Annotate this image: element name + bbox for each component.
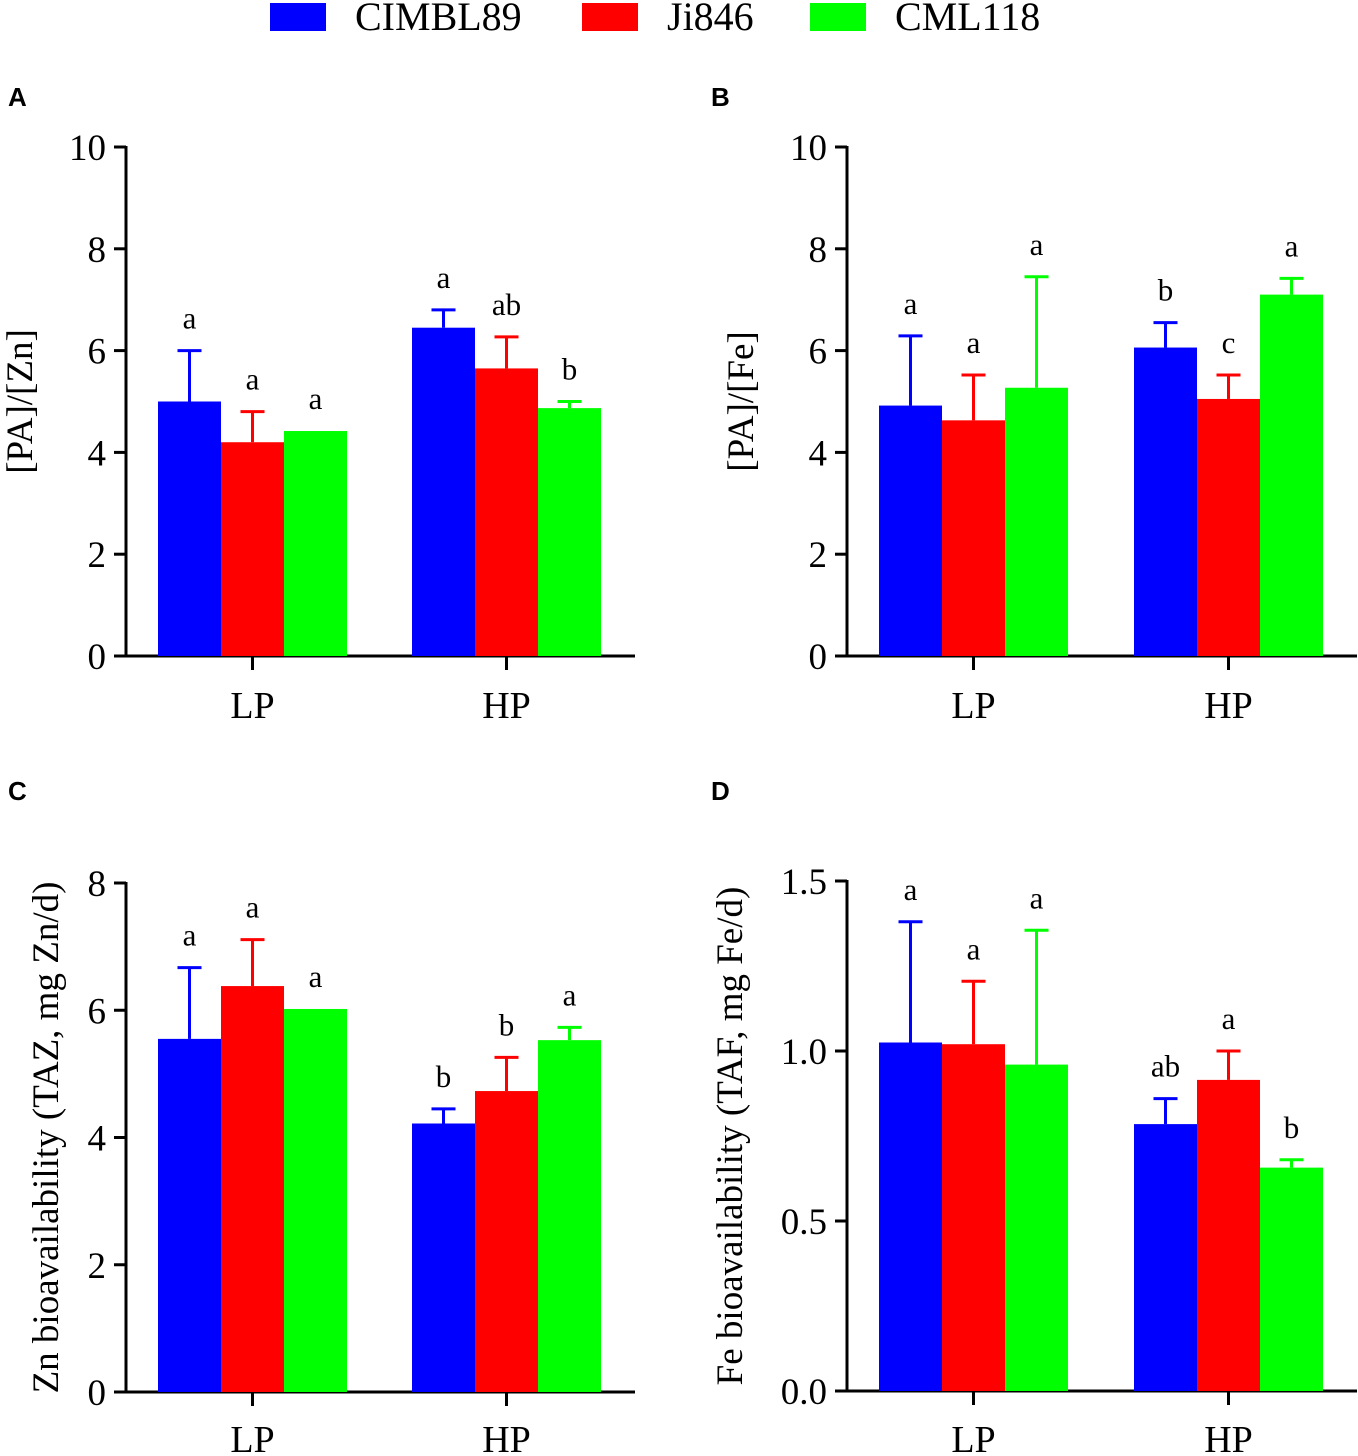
significance-letter-ji846-hp: c (1222, 325, 1236, 360)
bar-cimbl89-lp (879, 1042, 942, 1391)
y-tick-label: 4 (88, 1119, 107, 1160)
significance-letter-cimbl89-lp: a (904, 872, 918, 907)
y-tick-label: 6 (809, 332, 828, 373)
panels: A[PA]/[Zn]0246810LPaaaHPaabbB[PA]/[Fe]02… (0, 82, 1357, 1456)
bar-cml118-hp (1260, 1167, 1323, 1391)
significance-letter-cimbl89-lp: a (183, 918, 197, 953)
chart-panel-b: B [PA]/[Fe] 0 2 4 6 8 10 LP a a a HP b c a (711, 82, 1357, 727)
bar-ji846-hp (475, 368, 538, 656)
significance-letter-cml118-lp: a (1030, 227, 1044, 262)
significance-letter-ji846-lp: a (967, 931, 981, 966)
bar-ji846-lp (942, 420, 1005, 656)
bar-cimbl89-hp (1134, 347, 1197, 656)
y-tick-label: 0.0 (781, 1372, 827, 1413)
y-axis-label: Fe bioavailability (TAF, mg Fe/d) (710, 887, 751, 1386)
chart-panel-d: D Fe bioavailability (TAF, mg Fe/d) 0.0 0.5… (710, 776, 1357, 1456)
bar-ji846-hp (475, 1091, 538, 1392)
x-tick-label-hp: HP (1204, 1419, 1253, 1456)
bar-cimbl89-lp (879, 405, 942, 656)
y-tick-label: 0 (809, 637, 828, 678)
legend: CIMBL89 Ji846 CML118 (270, 0, 1040, 39)
y-tick-label: 0 (88, 637, 107, 678)
x-tick-label-hp: HP (482, 1419, 531, 1456)
chart-panel-c: C Zn bioavailability (TAZ, mg Zn/d) 0 2 4 6 8 L… (8, 776, 635, 1456)
bar-cimbl89-hp (412, 327, 475, 656)
x-tick-label-lp: LP (951, 685, 995, 727)
legend-label-cml118: CML118 (895, 0, 1040, 39)
y-tick-label: 0.5 (781, 1202, 827, 1243)
y-tick-label: 6 (88, 991, 107, 1032)
y-tick-label: 10 (69, 128, 106, 169)
y-tick-label: 0 (88, 1373, 107, 1414)
y-tick-label: 1.0 (781, 1032, 827, 1073)
x-tick-label-lp: LP (230, 1419, 274, 1456)
bar-ji846-lp (221, 986, 284, 1392)
significance-letter-cml118-lp: a (309, 959, 323, 994)
legend-swatch-cml118 (810, 3, 866, 31)
significance-letter-cml118-hp: b (1284, 1110, 1300, 1145)
significance-letter-cml118-hp: a (563, 977, 577, 1012)
y-tick-label: 2 (88, 535, 107, 576)
bar-cml118-lp (284, 431, 347, 656)
x-tick-label-lp: LP (951, 1419, 995, 1456)
bar-cml118-hp (1260, 294, 1323, 656)
bar-cml118-hp (538, 408, 601, 656)
y-tick-label: 4 (809, 433, 828, 474)
legend-swatch-cimbl89 (270, 3, 326, 31)
significance-letter-cimbl89-lp: a (904, 286, 918, 321)
x-tick-label-hp: HP (1204, 685, 1253, 727)
legend-swatch-ji846 (582, 3, 638, 31)
bar-cml118-hp (538, 1040, 601, 1392)
y-tick-label: 10 (790, 128, 827, 169)
significance-letter-ji846-hp: ab (492, 287, 521, 322)
y-tick-label: 2 (88, 1246, 107, 1287)
y-axis-label: Zn bioavailability (TAZ, mg Zn/d) (26, 882, 67, 1394)
significance-letter-ji846-hp: a (1222, 1001, 1236, 1036)
y-tick-label: 2 (809, 535, 828, 576)
significance-letter-ji846-lp: a (967, 325, 981, 360)
y-tick-label: 8 (809, 230, 828, 271)
legend-label-cimbl89: CIMBL89 (355, 0, 522, 39)
panel-label-d: D (711, 776, 730, 806)
bar-cml118-lp (1005, 387, 1068, 656)
significance-letter-ji846-lp: a (246, 362, 260, 397)
significance-letter-ji846-lp: a (246, 890, 260, 925)
legend-label-ji846: Ji846 (667, 0, 754, 39)
bar-ji846-hp (1197, 1079, 1260, 1391)
significance-letter-ji846-hp: b (499, 1007, 515, 1042)
significance-letter-cimbl89-hp: a (437, 260, 451, 295)
panel-label-c: C (8, 776, 27, 806)
y-tick-label: 4 (88, 433, 107, 474)
chart-panel-a: A [PA]/[Zn] 0 2 4 6 8 10 LP a a a HP a ab b (0, 82, 635, 727)
bar-ji846-lp (221, 442, 284, 656)
significance-letter-cimbl89-lp: a (183, 301, 197, 336)
significance-letter-cml118-hp: a (1285, 228, 1299, 263)
significance-letter-cimbl89-hp: b (436, 1059, 452, 1094)
bar-cml118-lp (284, 1008, 347, 1392)
panel-label-a: A (8, 82, 27, 112)
bar-cml118-lp (1005, 1064, 1068, 1391)
bar-cimbl89-hp (412, 1123, 475, 1392)
bar-ji846-hp (1197, 398, 1260, 656)
y-axis-label: [PA]/[Zn] (0, 329, 41, 474)
significance-letter-cml118-lp: a (309, 381, 323, 416)
y-tick-label: 8 (88, 864, 107, 905)
significance-letter-cml118-hp: b (562, 352, 578, 387)
y-tick-label: 8 (88, 230, 107, 271)
bar-ji846-lp (942, 1044, 1005, 1391)
y-axis-label: [PA]/[Fe] (721, 331, 762, 471)
bar-cimbl89-lp (158, 1038, 221, 1392)
y-tick-label: 1.5 (781, 862, 827, 903)
significance-letter-cml118-lp: a (1030, 880, 1044, 915)
x-tick-label-hp: HP (482, 685, 531, 727)
x-tick-label-lp: LP (230, 685, 274, 727)
y-tick-label: 6 (88, 332, 107, 373)
panel-label-b: B (711, 82, 730, 112)
significance-letter-cimbl89-hp: b (1158, 273, 1174, 308)
bar-cimbl89-lp (158, 401, 221, 656)
significance-letter-cimbl89-hp: ab (1151, 1049, 1180, 1084)
bar-cimbl89-hp (1134, 1124, 1197, 1391)
